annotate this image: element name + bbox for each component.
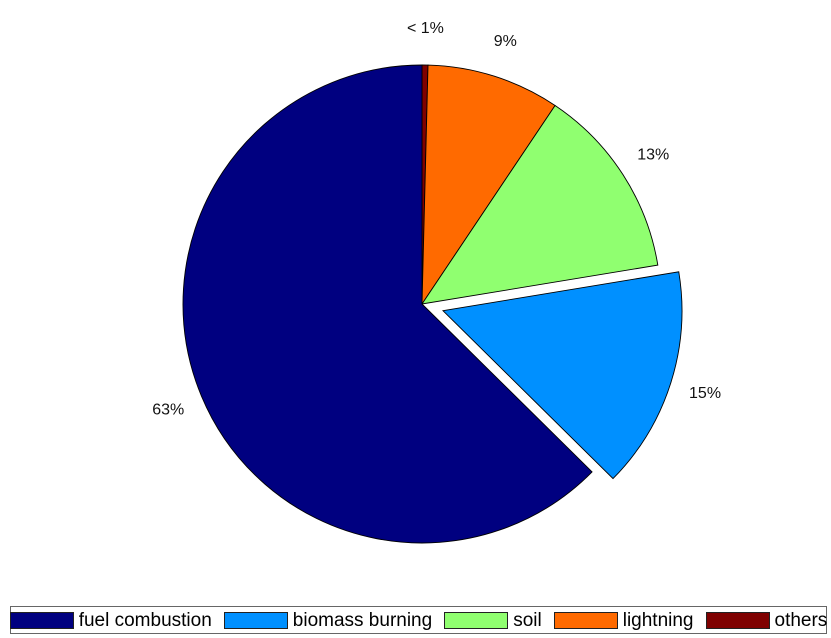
legend-item-lightning: lightning (553, 609, 694, 631)
pie-label-lightning: 9% (494, 33, 517, 50)
pie-slice-fuel-combustion (182, 64, 593, 544)
pie-slice-lightning (421, 64, 556, 306)
pie-slice-biomass-burning (442, 271, 683, 480)
pie-label-others: < 1% (407, 20, 444, 37)
pie-slices (182, 64, 683, 544)
legend-label-others: others (774, 609, 828, 631)
pie-label-soil: 13% (637, 146, 669, 163)
legend-item-fuel-combustion: fuel combustion (9, 609, 212, 631)
pie-label-fuel-combustion: 63% (152, 401, 184, 418)
legend-swatch-fuel-combustion (9, 611, 74, 629)
legend-item-biomass-burning: biomass burning (223, 609, 433, 631)
legend-label-soil: soil (513, 609, 542, 631)
legend: fuel combustion biomass burning soil lightn… (9, 606, 828, 634)
pie-labels: < 1% 9% 13% 15% 63% (152, 20, 721, 418)
legend-swatch-lightning (553, 611, 618, 629)
legend-label-fuel-combustion: fuel combustion (78, 609, 212, 631)
legend-swatch-biomass-burning (223, 611, 288, 629)
legend-swatch-soil (444, 611, 509, 629)
pie-slice-soil (421, 104, 659, 305)
legend-label-lightning: lightning (622, 609, 694, 631)
legend-item-others: others (705, 609, 828, 631)
legend-item-soil: soil (444, 611, 542, 630)
legend-label-biomass-burning: biomass burning (292, 609, 433, 631)
legend-swatch-others (705, 611, 770, 629)
pie-label-biomass-burning: 15% (689, 385, 721, 402)
